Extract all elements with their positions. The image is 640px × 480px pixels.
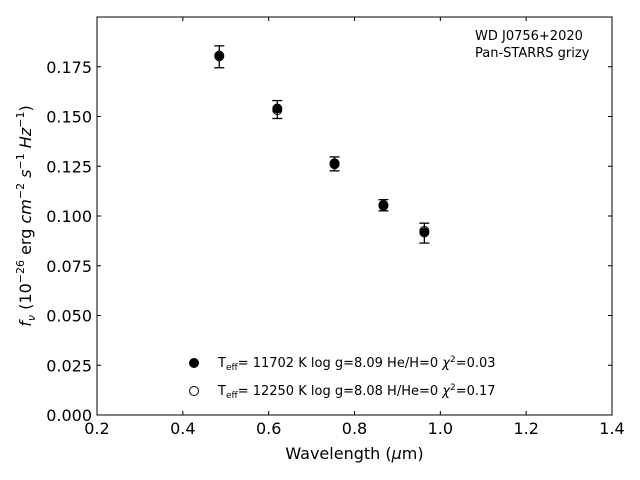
- annotation-survey: Pan-STARRS grizy: [475, 46, 590, 61]
- y-tick-label: 0.100: [46, 207, 92, 226]
- data-point-open: [214, 51, 225, 62]
- annotation-target-name: WD J0756+2020: [475, 29, 583, 44]
- y-tick-label: 0.050: [46, 307, 92, 326]
- legend-marker-filled: [189, 358, 199, 368]
- data-point-open: [419, 225, 430, 236]
- legend: Teff= 11702 K log g=8.09 He/H=0 χ2=0.03 …: [189, 355, 496, 401]
- x-tick-label: 1.4: [599, 419, 624, 438]
- y-tick-label: 0.125: [46, 157, 92, 176]
- x-tick-label: 0.2: [84, 419, 109, 438]
- y-tick-label: 0.175: [46, 58, 92, 77]
- legend-marker-open: [189, 386, 199, 396]
- y-axis-label: fν (10−26 erg cm−2 s−1 Hz−1): [14, 105, 38, 326]
- y-tick-label: 0.025: [46, 356, 92, 375]
- y-tick-label: 0.150: [46, 108, 92, 127]
- y-tick-label: 0.000: [46, 406, 92, 425]
- y-axis-ticks: 0.000 0.025 0.050 0.075 0.100 0.125 0.150 0.175: [46, 58, 612, 425]
- x-tick-label: 0.6: [256, 419, 281, 438]
- x-tick-label: 0.8: [342, 419, 367, 438]
- data-point-open: [378, 200, 389, 211]
- y-tick-label: 0.075: [46, 257, 92, 276]
- plot-area: [96, 16, 613, 416]
- data-point-open: [272, 105, 283, 116]
- x-tick-label: 1.0: [428, 419, 453, 438]
- x-axis-label: Wavelength (μm): [285, 444, 423, 463]
- legend-label-filled: Teff= 11702 K log g=8.09 He/H=0 χ2=0.03: [217, 355, 496, 373]
- data-point-open: [329, 159, 340, 170]
- x-tick-label: 0.4: [170, 419, 195, 438]
- x-tick-label: 1.2: [513, 419, 538, 438]
- data-points: [214, 50, 430, 238]
- legend-label-open: Teff= 12250 K log g=8.08 H/He=0 χ2=0.17: [217, 383, 496, 401]
- x-axis-ticks: 0.2 0.4 0.6 0.8 1.0 1.2 1.4: [84, 17, 625, 438]
